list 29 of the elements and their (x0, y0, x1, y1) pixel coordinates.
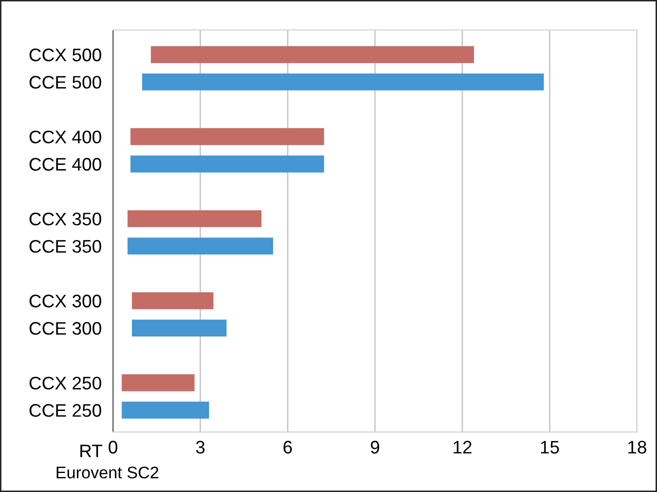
bar (122, 374, 195, 392)
y-tick-label: CCX 500 (30, 48, 102, 62)
x-tick-label: 3 (196, 440, 205, 454)
y-tick-label: CCX 300 (30, 294, 102, 308)
y-tick-label: CCE 400 (30, 158, 102, 171)
y-tick-label: CCE 300 (30, 322, 102, 335)
bar (142, 73, 544, 90)
bar (130, 128, 324, 146)
x-tick-label: 18 (628, 440, 646, 454)
x-tick-label: 0 (108, 440, 118, 454)
bar (132, 292, 214, 310)
x-tick-label: 12 (454, 440, 472, 454)
y-tick-label: CCX 400 (30, 130, 102, 144)
bar (130, 156, 324, 172)
x-tick-label: 9 (370, 440, 380, 454)
y-tick-label: CCE 350 (30, 240, 102, 253)
y-tick-label: CCE 500 (30, 76, 102, 89)
bar (132, 320, 227, 337)
bar (122, 402, 210, 419)
text: Eurovent SC2 (56, 466, 158, 478)
y-tick-label: CCX 350 (30, 212, 102, 226)
bar (128, 238, 274, 255)
x-axis-title: RT (80, 444, 102, 458)
bar (150, 46, 474, 64)
x-tick-label: 6 (284, 440, 292, 454)
y-tick-label: CCE 250 (30, 404, 102, 417)
y-tick-label: CCX 250 (30, 376, 102, 390)
x-tick-label: 15 (541, 440, 559, 454)
bar (128, 210, 262, 228)
